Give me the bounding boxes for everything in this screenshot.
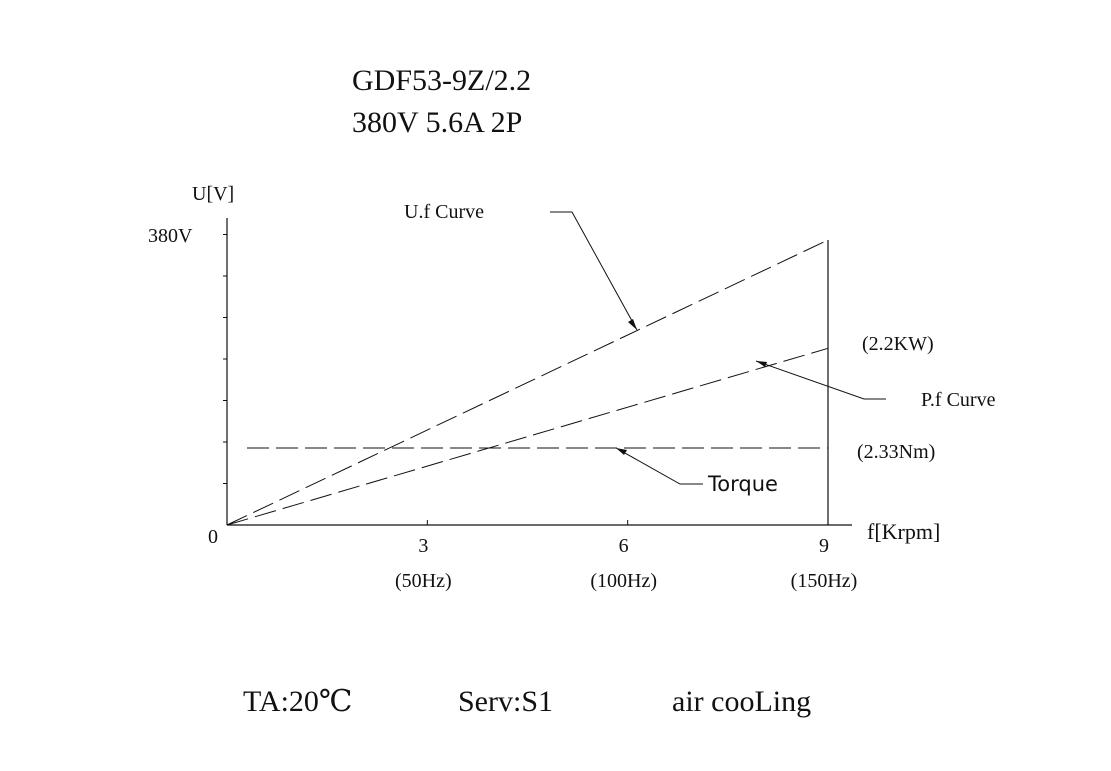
x-axis-label: f[Krpm] [867,519,940,544]
x-tick-sublabel: (50Hz) [395,570,452,592]
uf-curve-arrowhead [628,319,637,330]
series-label-pf-curve: P.f Curve [921,389,996,411]
pf-curve-arrowhead [756,361,767,367]
y-axis-label: U[V] [192,183,234,205]
torque-arrowhead [616,448,627,455]
y-max-label: 380V [148,225,193,247]
series-line-uf-curve [226,239,829,526]
origin-label: 0 [208,526,218,548]
chart-title-rating: 380V 5.6A 2P [352,106,522,139]
x-tick-label: 9 [819,535,829,557]
series-label-torque: Torque [707,472,778,496]
x-tick-sublabel: (100Hz) [590,570,657,592]
chart-title-model: GDF53-9Z/2.2 [352,64,531,97]
torque-end-label: (2.33Nm) [857,441,935,463]
x-tick-sublabel: (150Hz) [791,570,858,592]
ambient-temperature: TA:20℃ [243,685,352,718]
torque-leader [615,447,703,485]
duty-type: Serv:S1 [458,685,553,718]
x-tick-labels: 3 (50Hz) 6 (100Hz) 9 (150Hz) [395,520,857,592]
pf-curve-leader [755,360,886,400]
series-label-uf-curve: U.f Curve [404,201,484,223]
cooling-method: air cooLing [672,685,811,718]
x-tick-label: 3 [418,535,428,557]
uf-curve-leader [550,211,638,331]
series-line-pf-curve [226,347,829,526]
x-tick-label: 6 [619,535,629,557]
pf-curve-end-label: (2.2KW) [862,333,934,355]
y-axis-ticks [223,234,227,484]
